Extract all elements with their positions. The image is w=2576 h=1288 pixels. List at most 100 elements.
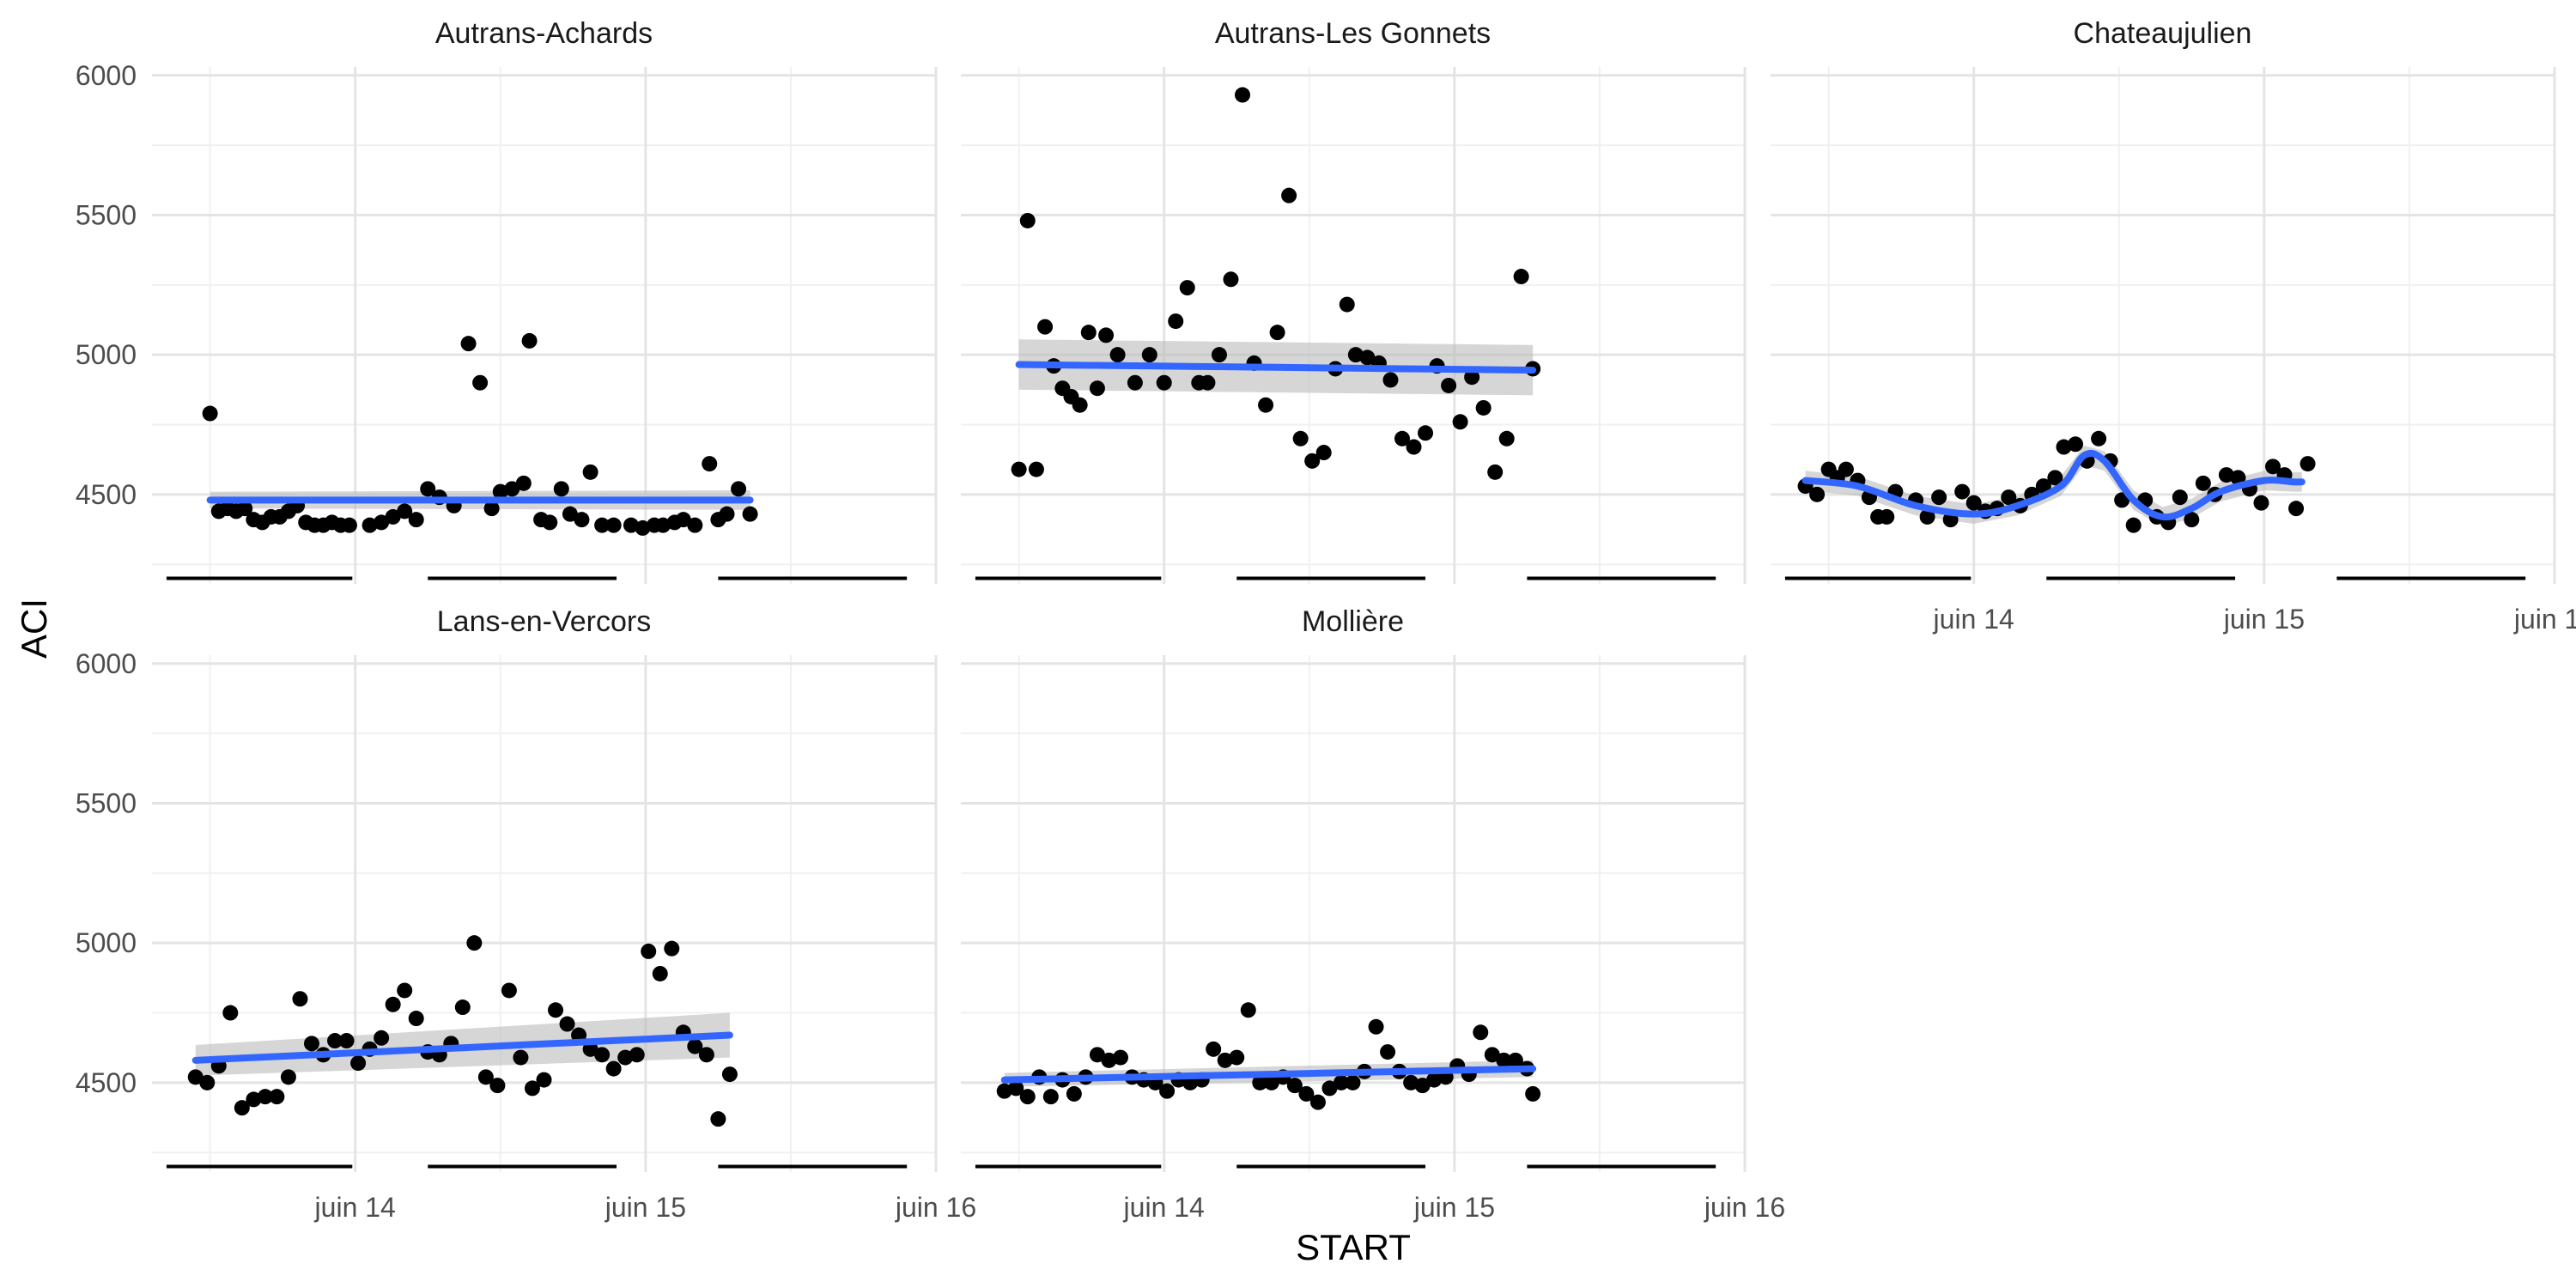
data-point — [1487, 464, 1504, 480]
data-point — [1127, 374, 1143, 391]
data-point — [1217, 1052, 1233, 1068]
y-tick-label: 4500 — [76, 1067, 137, 1098]
data-point — [617, 1049, 634, 1066]
data-point — [460, 336, 477, 352]
data-point — [996, 1083, 1012, 1099]
data-point — [1321, 1080, 1338, 1097]
data-point — [1464, 369, 1480, 386]
data-point — [1141, 347, 1157, 363]
data-point — [2172, 489, 2188, 506]
data-point — [1426, 1072, 1443, 1088]
data-point — [1809, 486, 1826, 502]
panel-autrans-les-gonnets: Autrans-Les Gonnets — [961, 17, 1747, 584]
x-tick-label: juin 15 — [2223, 604, 2305, 635]
x-axis-title: START — [1296, 1227, 1411, 1267]
data-point — [408, 1011, 424, 1027]
data-point — [2125, 517, 2142, 533]
data-point — [292, 991, 308, 1007]
y-tick-label: 5000 — [76, 927, 137, 958]
data-point — [234, 1100, 250, 1116]
data-point — [1200, 374, 1216, 391]
data-point — [1838, 461, 1854, 477]
data-point — [1418, 425, 1434, 441]
panel-molli-re: Mollière juin 14 juin 15 juin 16 — [961, 605, 1785, 1223]
data-point — [1403, 1074, 1419, 1091]
data-point — [605, 1060, 622, 1077]
data-point — [1098, 327, 1115, 343]
data-point — [472, 374, 489, 391]
data-point — [477, 1069, 494, 1085]
data-point — [199, 1074, 216, 1091]
data-point — [1292, 430, 1309, 447]
data-point — [1441, 377, 1457, 393]
data-point — [1156, 374, 1172, 391]
data-point — [515, 475, 532, 491]
panel-lans-en-vercors: Lans-en-Vercors 4500 5000 5500 6000 juin 14 ju… — [76, 605, 976, 1223]
data-point — [623, 517, 639, 533]
data-point — [675, 512, 691, 528]
data-point — [374, 1030, 390, 1046]
data-point — [2300, 456, 2316, 472]
data-point — [237, 501, 253, 517]
data-point — [1345, 1074, 1361, 1091]
data-point — [1304, 453, 1321, 469]
data-point — [2056, 439, 2072, 455]
data-point — [1028, 461, 1044, 477]
data-point — [187, 1069, 204, 1085]
data-point — [1359, 349, 1376, 366]
data-point — [1965, 495, 1982, 511]
data-point — [1473, 1024, 1489, 1041]
y-tick-label: 6000 — [76, 60, 137, 91]
data-point — [582, 464, 598, 480]
data-point — [1525, 1085, 1541, 1102]
data-point — [1368, 1018, 1384, 1035]
data-point — [698, 1047, 714, 1063]
data-point — [269, 1089, 285, 1105]
data-point — [1037, 319, 1054, 335]
data-point — [1206, 1041, 1222, 1057]
data-point — [1879, 508, 1895, 525]
confidence-ribbon — [195, 1012, 730, 1076]
data-point — [1019, 212, 1036, 228]
data-point — [1484, 1047, 1500, 1063]
data-point — [1347, 347, 1364, 363]
panel-title: Chateaujulien — [2074, 17, 2252, 50]
smooth-fit-line — [1801, 449, 2306, 521]
data-point — [641, 943, 657, 959]
data-point — [629, 1047, 645, 1063]
data-point — [1298, 1085, 1315, 1102]
data-point — [2288, 501, 2305, 517]
data-point — [1019, 1089, 1036, 1105]
data-point — [1159, 1083, 1176, 1099]
x-tick-label: juin 14 — [1123, 1192, 1205, 1223]
y-tick-label: 5500 — [76, 199, 137, 230]
data-point — [341, 517, 357, 533]
data-point — [374, 514, 390, 531]
data-point — [1315, 445, 1332, 461]
x-tick-label: juin 14 — [314, 1192, 396, 1223]
data-point — [501, 982, 517, 999]
data-point — [2047, 470, 2063, 486]
smooth-fit-line — [1000, 1065, 1537, 1084]
panel-title: Autrans-Achards — [435, 17, 653, 50]
data-point — [1339, 296, 1355, 313]
data-point — [246, 1091, 262, 1108]
data-point — [1109, 347, 1126, 363]
smooth-fit-line — [1015, 361, 1537, 374]
y-tick-label: 5000 — [76, 339, 137, 370]
data-point — [1211, 347, 1227, 363]
data-point — [1333, 1074, 1349, 1091]
data-point — [574, 512, 590, 528]
panel-title: Lans-en-Vercors — [437, 605, 651, 638]
data-point — [559, 1016, 575, 1032]
data-point — [361, 517, 378, 533]
data-point — [742, 506, 758, 522]
data-point — [1414, 1078, 1431, 1094]
data-point — [594, 1047, 611, 1063]
data-point — [2001, 489, 2017, 506]
data-point — [2264, 459, 2281, 475]
data-point — [2218, 467, 2234, 483]
x-tick-label: juin 15 — [1413, 1192, 1495, 1223]
data-point — [1954, 483, 1971, 500]
data-point — [710, 1111, 726, 1127]
